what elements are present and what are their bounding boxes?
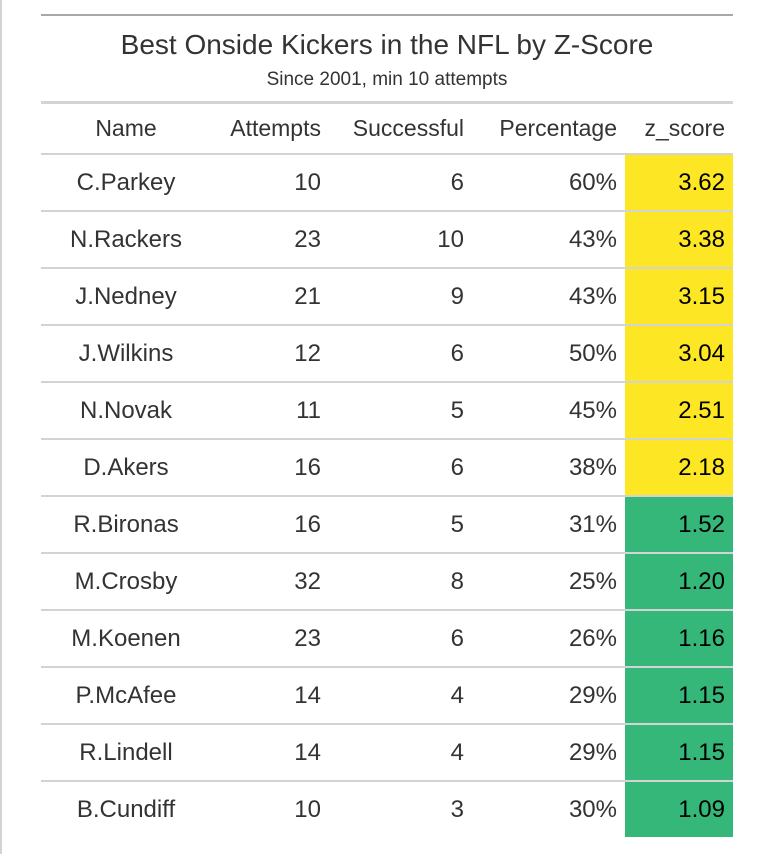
cell-attempts: 16 (211, 438, 329, 496)
table-row: D.Akers 16 6 38% 2.18 (41, 438, 733, 496)
cell-attempts: 16 (211, 495, 329, 553)
cell-name: N.Rackers (41, 210, 211, 268)
cell-z-score: 1.09 (625, 780, 733, 837)
table-row: M.Crosby 32 8 25% 1.20 (41, 552, 733, 610)
cell-percentage: 50% (472, 324, 625, 382)
cell-percentage: 60% (568, 168, 617, 196)
cell-attempts: 32 (211, 552, 329, 610)
cell-percentage: 38% (472, 438, 625, 496)
column-header-z-score: z_score (625, 104, 733, 155)
cell-z-score: 1.52 (625, 495, 733, 553)
table-row: R.Lindell 14 4 29% 1.15 (41, 723, 733, 781)
table-title: Best Onside Kickers in the NFL by Z-Scor… (120, 29, 654, 60)
cell-name: B.Cundiff (41, 780, 211, 837)
cell-name: M.Koenen (41, 609, 211, 667)
cell-z-score: 3.15 (625, 267, 733, 325)
cell-percentage: 29% (472, 723, 625, 781)
cell-name: J.Wilkins (41, 324, 211, 382)
table-row: R.Bironas 16 5 31% 1.52 (41, 495, 733, 553)
left-border (0, 0, 2, 854)
table-subtitle: Since 2001, min 10 attempts (266, 69, 508, 90)
cell-attempts: 21 (211, 267, 329, 325)
cell-successful: 6 (329, 609, 472, 667)
cell-percentage: 29% (472, 666, 625, 724)
cell-attempts: 23 (211, 609, 329, 667)
cell-successful: 3 (329, 780, 472, 837)
table-row: P.McAfee 14 4 29% 1.15 (41, 666, 733, 724)
cell-percentage: 30% (472, 780, 625, 837)
cell-name: P.McAfee (41, 666, 211, 724)
cell-percentage: 26% (472, 609, 625, 667)
table-heading: Best Onside Kickers in the NFL by Z-Scor… (41, 14, 733, 104)
cell-z-score: 3.38 (625, 210, 733, 268)
cell-z-score: 2.18 (625, 438, 733, 496)
column-header-successful: Successful (329, 104, 472, 155)
cell-attempts: 12 (211, 324, 329, 382)
cell-z-score: 3.04 (625, 324, 733, 382)
table-body: C.Parkey 10 6 60% 3.62 N.Rackers 23 10 43% 3.38 J.… (41, 154, 733, 837)
cell-attempts: 14 (211, 666, 329, 724)
column-header-percentage: Percentage (472, 104, 625, 155)
table-row: M.Koenen 23 6 26% 1.16 (41, 609, 733, 667)
data-table: Name Attempts Successful Percentage z_sc… (41, 104, 733, 837)
cell-z-score: 2.51 (625, 381, 733, 439)
column-header-attempts: Attempts (211, 104, 329, 155)
cell-percentage: 43% (472, 267, 625, 325)
cell-name: J.Nedney (41, 267, 211, 325)
cell-successful: 6 (450, 168, 464, 196)
cell-attempts: 10 (211, 780, 329, 837)
cell-name: R.Bironas (41, 495, 211, 553)
cell-z-score: 1.15 (625, 723, 733, 781)
table-row: B.Cundiff 10 3 30% 1.09 (41, 780, 733, 837)
cell-attempts: 23 (211, 210, 329, 268)
cell-successful: 10 (329, 210, 472, 268)
cell-z-score: 1.20 (625, 552, 733, 610)
cell-percentage: 31% (472, 495, 625, 553)
cell-name: M.Crosby (41, 552, 211, 610)
cell-successful: 8 (329, 552, 472, 610)
table-row: C.Parkey 10 6 60% 3.62 (41, 154, 733, 211)
cell-percentage: 25% (472, 552, 625, 610)
cell-z-score: 1.15 (625, 666, 733, 724)
cell-attempts: 14 (211, 723, 329, 781)
table-row: J.Nedney 21 9 43% 3.15 (41, 267, 733, 325)
cell-successful: 5 (329, 381, 472, 439)
cell-successful: 5 (329, 495, 472, 553)
cell-successful: 9 (329, 267, 472, 325)
cell-name: D.Akers (41, 438, 211, 496)
cell-attempts: 10 (294, 168, 321, 196)
cell-percentage: 43% (472, 210, 625, 268)
cell-z-score: 1.16 (625, 609, 733, 667)
cell-name: R.Lindell (41, 723, 211, 781)
cell-z-score: 3.62 (625, 154, 733, 211)
data-table-container: Best Onside Kickers in the NFL by Z-Scor… (41, 14, 733, 837)
cell-successful: 6 (329, 324, 472, 382)
header-row: Name Attempts Successful Percentage z_sc… (41, 104, 733, 155)
table-row: N.Novak 11 5 45% 2.51 (41, 381, 733, 439)
cell-successful: 6 (329, 438, 472, 496)
cell-percentage: 45% (472, 381, 625, 439)
cell-successful: 4 (329, 666, 472, 724)
table-row: J.Wilkins 12 6 50% 3.04 (41, 324, 733, 382)
table-row: N.Rackers 23 10 43% 3.38 (41, 210, 733, 268)
cell-name: C.Parkey (76, 168, 176, 196)
cell-attempts: 11 (211, 381, 329, 439)
cell-name: N.Novak (41, 381, 211, 439)
column-header-name: Name (41, 104, 211, 155)
cell-successful: 4 (329, 723, 472, 781)
